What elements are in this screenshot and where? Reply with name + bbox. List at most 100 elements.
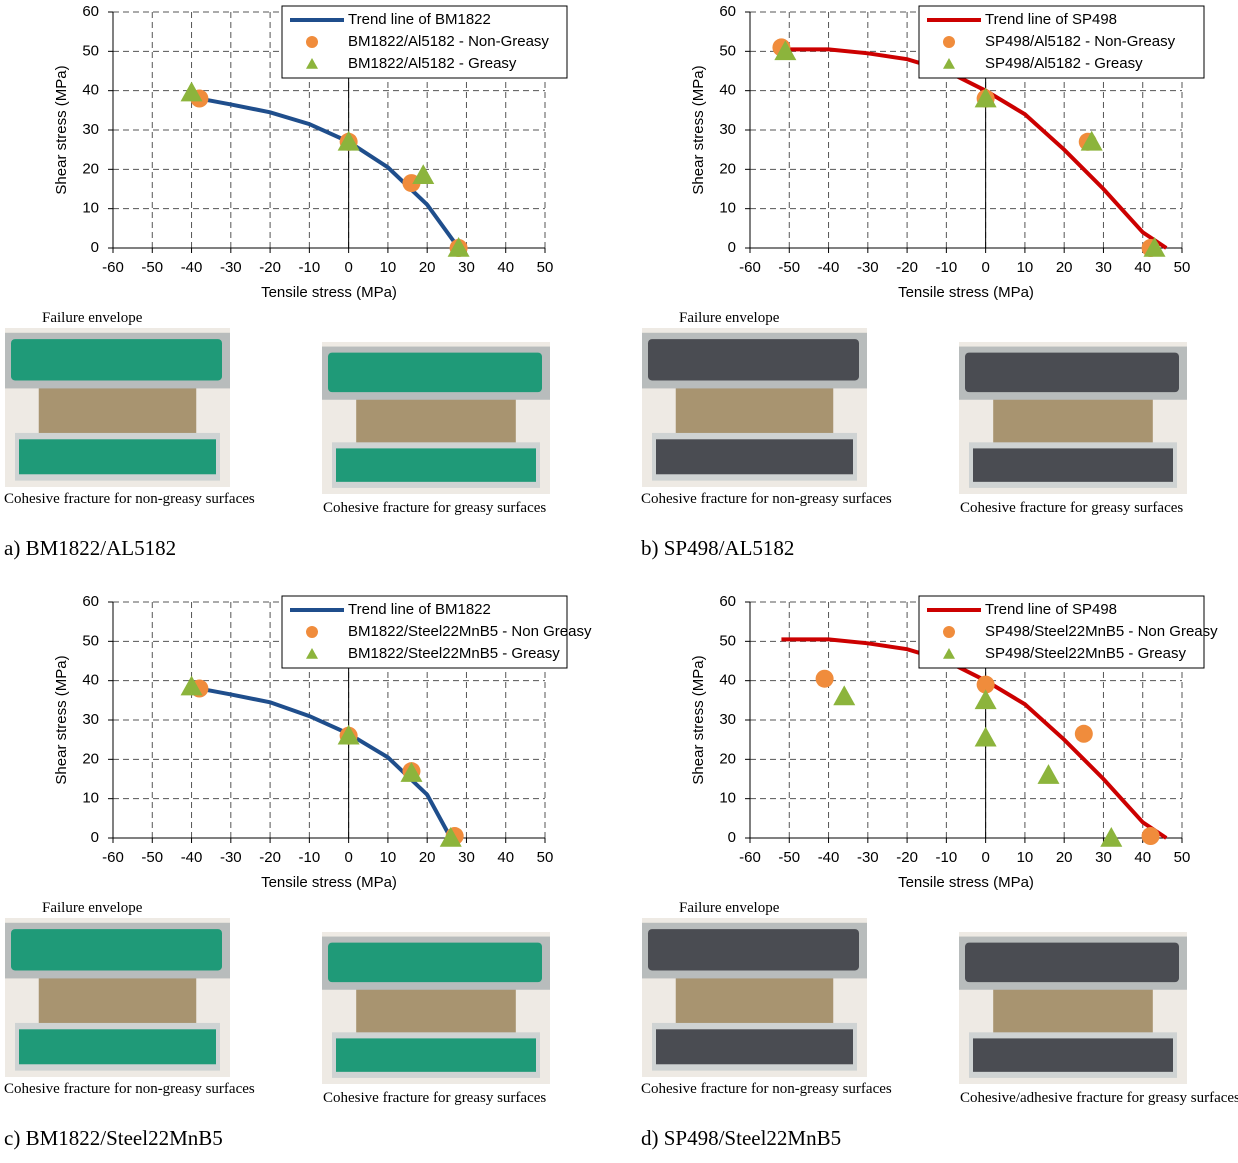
legend-swatch <box>943 626 955 638</box>
y-tick-label: 10 <box>82 200 99 217</box>
x-tick-label: 30 <box>1095 849 1112 866</box>
x-tick-label: -50 <box>778 849 800 866</box>
y-axis-title: Shear stress (MPa) <box>690 655 707 784</box>
photo-caption: Cohesive fracture for greasy surfaces <box>960 500 1184 516</box>
y-tick-label: 20 <box>719 160 736 177</box>
legend-swatch <box>306 58 318 69</box>
x-axis-title: Tensile stress (MPa) <box>898 284 1034 301</box>
y-tick-label: 60 <box>719 593 736 610</box>
point <box>439 827 462 847</box>
x-tick-label: 30 <box>458 849 475 866</box>
x-tick-label: -10 <box>936 849 958 866</box>
y-tick-label: 60 <box>719 3 736 20</box>
trend-line <box>199 686 453 839</box>
point <box>447 237 470 257</box>
photo-caption: Cohesive fracture for non-greasy surface… <box>4 1081 255 1097</box>
envelope-label: Failure envelope <box>42 310 143 326</box>
point <box>180 81 203 102</box>
legend-label: BM1822/Al5182 - Non-Greasy <box>348 33 549 50</box>
legend-label: BM1822/Al5182 - Greasy <box>348 55 517 72</box>
x-tick-label: -20 <box>259 259 281 276</box>
x-tick-label: 10 <box>1017 259 1034 276</box>
point <box>774 40 797 61</box>
y-tick-label: 0 <box>91 829 99 846</box>
x-tick-label: -50 <box>141 849 163 866</box>
x-tick-label: -20 <box>896 259 918 276</box>
photo-adhesive <box>336 1038 536 1072</box>
x-tick-label: -30 <box>220 259 242 276</box>
envelope-label: Failure envelope <box>679 900 780 916</box>
x-tick-label: -40 <box>181 849 203 866</box>
legend-label: Trend line of SP498 <box>985 11 1117 28</box>
y-tick-label: 40 <box>719 672 736 689</box>
x-tick-label: 50 <box>537 259 554 276</box>
y-tick-label: 60 <box>82 593 99 610</box>
x-tick-label: 20 <box>419 849 436 866</box>
point <box>180 675 203 696</box>
y-axis-title: Shear stress (MPa) <box>690 65 707 194</box>
photo-adhesive <box>328 352 542 393</box>
x-tick-label: 20 <box>1056 849 1073 866</box>
y-tick-label: 20 <box>82 750 99 767</box>
y-tick-label: 0 <box>728 239 736 256</box>
x-tick-label: 10 <box>380 849 397 866</box>
x-tick-label: 50 <box>537 849 554 866</box>
point <box>412 164 435 185</box>
legend-label: BM1822/Steel22MnB5 - Non Greasy <box>348 623 592 640</box>
y-tick-label: 30 <box>719 711 736 728</box>
y-tick-label: 40 <box>719 82 736 99</box>
y-tick-label: 50 <box>82 42 99 59</box>
y-axis-title: Shear stress (MPa) <box>53 655 70 784</box>
x-tick-label: 0 <box>344 849 352 866</box>
x-tick-label: -40 <box>818 849 840 866</box>
x-axis-title: Tensile stress (MPa) <box>261 284 397 301</box>
x-tick-label: 10 <box>1017 849 1034 866</box>
point <box>1143 237 1166 257</box>
photo-caption: Cohesive fracture for non-greasy surface… <box>4 491 255 507</box>
x-tick-label: 0 <box>981 259 989 276</box>
x-tick-label: 50 <box>1174 849 1191 866</box>
envelope-label: Failure envelope <box>679 310 780 326</box>
x-tick-label: 30 <box>1095 259 1112 276</box>
y-tick-label: 0 <box>91 239 99 256</box>
x-tick-label: -20 <box>259 849 281 866</box>
photo-adhesive <box>656 1029 853 1065</box>
x-tick-label: 30 <box>458 259 475 276</box>
photo-adhesive <box>973 1038 1173 1072</box>
x-tick-label: -40 <box>818 259 840 276</box>
photo-adhesive <box>11 929 222 971</box>
y-tick-label: 10 <box>719 200 736 217</box>
x-tick-label: -60 <box>102 849 124 866</box>
photo-adhesive <box>965 942 1179 983</box>
photo-adhesive <box>19 439 216 475</box>
legend-label: SP498/Al5182 - Greasy <box>985 55 1143 72</box>
legend-label: Trend line of BM1822 <box>348 601 491 618</box>
photo-adhesive <box>648 339 859 381</box>
trend-line <box>781 637 1168 840</box>
y-tick-label: 50 <box>82 632 99 649</box>
envelope-label: Failure envelope <box>42 900 143 916</box>
photo-adhesive <box>328 942 542 983</box>
photo-adhesive <box>19 1029 216 1065</box>
legend-label: SP498/Al5182 - Non-Greasy <box>985 33 1176 50</box>
point <box>1074 724 1093 743</box>
photo-caption: Cohesive/adhesive fracture for greasy su… <box>960 1090 1238 1106</box>
y-tick-label: 60 <box>82 3 99 20</box>
point <box>833 685 856 706</box>
legend-label: BM1822/Steel22MnB5 - Greasy <box>348 645 560 662</box>
legend-swatch <box>943 58 955 69</box>
point <box>1037 764 1060 784</box>
photo-caption: Cohesive fracture for greasy surfaces <box>323 1090 547 1106</box>
photo-adhesive <box>965 352 1179 393</box>
legend-swatch <box>306 626 318 638</box>
panel-caption: a) BM1822/AL5182 <box>4 536 177 560</box>
photo-adhesive <box>336 448 536 482</box>
point <box>974 726 997 747</box>
photo-adhesive <box>656 439 853 475</box>
point <box>337 724 360 745</box>
point <box>815 669 834 688</box>
y-tick-label: 10 <box>82 790 99 807</box>
y-tick-label: 30 <box>82 711 99 728</box>
x-tick-label: 40 <box>497 259 514 276</box>
